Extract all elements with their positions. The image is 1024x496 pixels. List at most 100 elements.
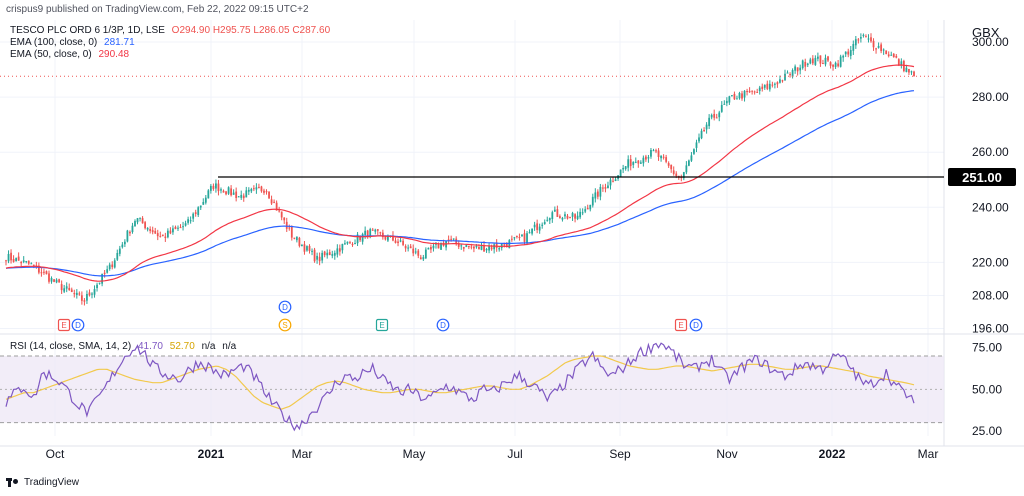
candle	[733, 91, 736, 100]
candle	[748, 87, 751, 93]
candle-body	[164, 236, 167, 238]
candle	[45, 270, 48, 275]
candle	[622, 164, 625, 174]
candle-body	[424, 249, 427, 259]
candle	[460, 243, 463, 250]
candle-body	[763, 84, 766, 88]
candle	[596, 189, 599, 200]
candle	[473, 246, 475, 253]
candle-body	[642, 157, 645, 164]
event-marker-e[interactable]: E	[674, 318, 688, 332]
candle-body	[159, 235, 162, 237]
event-marker-d[interactable]: D	[689, 318, 703, 332]
candle	[263, 188, 265, 195]
candle	[172, 225, 174, 235]
candle	[73, 289, 76, 298]
candle	[607, 181, 609, 189]
candle	[452, 238, 455, 241]
candle-body	[730, 95, 733, 97]
candle	[665, 154, 668, 164]
candle-body	[275, 202, 278, 211]
candle-body	[27, 260, 30, 264]
event-marker-e[interactable]: E	[375, 318, 389, 332]
candle	[270, 195, 273, 205]
candle-body	[822, 63, 824, 65]
candle-body	[743, 90, 746, 98]
candle	[892, 53, 895, 58]
rsi-legend[interactable]: RSI (14, close, SMA, 14, 2) 41.70 52.70 …	[10, 341, 240, 352]
candle	[682, 171, 685, 181]
candle-body	[844, 51, 847, 55]
candle	[88, 289, 91, 297]
candle-body	[331, 254, 334, 256]
candle-body	[561, 217, 564, 220]
candle-body	[682, 172, 685, 179]
candle-body	[647, 157, 650, 159]
candle	[617, 175, 619, 181]
candle	[313, 247, 316, 263]
candle	[326, 249, 329, 259]
horizontal-line-price-label[interactable]: 251.00	[948, 168, 1016, 186]
candle	[510, 235, 513, 242]
rsi-na-1: n/a	[201, 341, 216, 352]
candle-body	[867, 38, 870, 40]
candle	[467, 245, 470, 250]
candle-body	[65, 286, 68, 289]
candle	[321, 250, 324, 264]
candle-body	[263, 190, 265, 193]
candle-body	[687, 160, 690, 166]
event-shape	[674, 318, 688, 332]
candle	[86, 290, 88, 304]
candle	[424, 247, 427, 260]
candle	[753, 90, 756, 95]
candle-body	[528, 232, 531, 234]
candle-body	[849, 50, 852, 56]
candle	[806, 62, 809, 68]
candle-body	[543, 222, 546, 225]
candle-body	[811, 58, 814, 64]
ema100-legend[interactable]: EMA (100, close, 0) 281.71	[10, 37, 139, 48]
candle-body	[594, 192, 597, 199]
candle	[642, 155, 645, 167]
candle-body	[523, 233, 526, 242]
candle-body	[579, 211, 582, 218]
candle-body	[430, 246, 432, 250]
candle	[22, 256, 25, 264]
candle-body	[227, 187, 230, 194]
candle-body	[103, 272, 106, 274]
candle	[344, 240, 346, 245]
candle-body	[905, 67, 908, 72]
event-marker-d[interactable]: D	[436, 318, 450, 332]
candle-body	[432, 245, 435, 249]
candle	[781, 79, 784, 83]
event-marker-d[interactable]: D	[278, 300, 292, 314]
candle	[457, 240, 460, 250]
candle-body	[174, 226, 177, 230]
candle-body	[834, 62, 837, 67]
candle	[161, 234, 164, 237]
candle	[531, 228, 533, 236]
candle-body	[298, 237, 301, 246]
candle-body	[885, 50, 888, 55]
candle-body	[40, 272, 43, 274]
candle	[870, 33, 872, 43]
ema50-legend[interactable]: EMA (50, close, 0) 290.48	[10, 49, 133, 60]
candle	[832, 64, 834, 71]
ema100-label: EMA (100, close, 0)	[10, 37, 98, 48]
event-marker-s[interactable]: S	[278, 318, 292, 332]
candle-body	[503, 244, 506, 246]
event-marker-e[interactable]: E	[57, 318, 71, 332]
candle	[197, 206, 200, 217]
event-marker-d[interactable]: D	[71, 318, 85, 332]
candle-body	[359, 235, 361, 241]
candle-body	[728, 96, 731, 103]
candle-body	[381, 232, 384, 238]
candle	[149, 226, 152, 234]
candle-body	[852, 43, 855, 51]
currency-label[interactable]: GBX	[972, 25, 1000, 40]
candle	[872, 38, 875, 51]
rsi-line	[5, 342, 915, 432]
symbol-name[interactable]: TESCO PLC ORD 6 1/3P, 1D, LSE	[10, 25, 165, 36]
candle	[298, 236, 301, 248]
